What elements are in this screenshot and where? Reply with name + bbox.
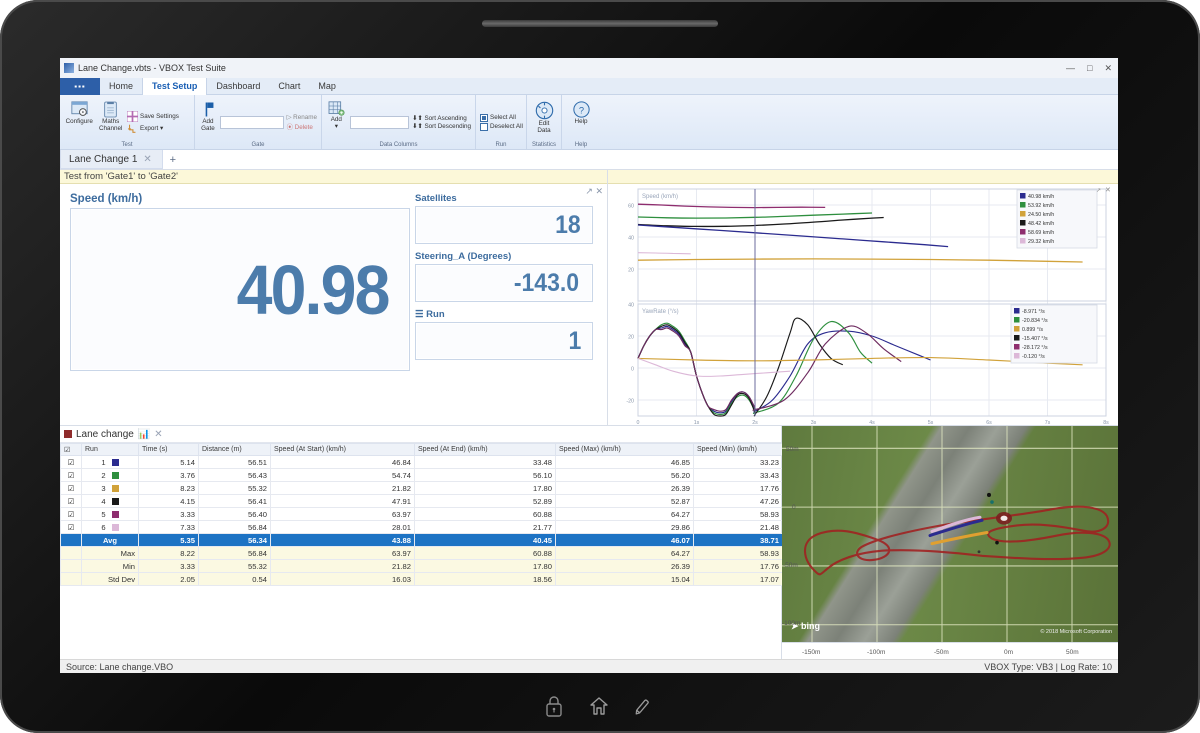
svg-text:-100m: -100m (782, 620, 800, 627)
svg-text:-50m: -50m (934, 649, 949, 656)
svg-text:20: 20 (628, 268, 634, 274)
svg-text:58.69 km/h: 58.69 km/h (1028, 230, 1054, 236)
svg-text:Speed (km/h): Speed (km/h) (642, 194, 678, 200)
svg-text:40: 40 (628, 236, 634, 242)
svg-text:0m: 0m (1004, 649, 1013, 656)
svg-text:6s: 6s (986, 420, 992, 425)
svg-text:5s: 5s (928, 420, 934, 425)
svg-text:8s: 8s (1103, 420, 1109, 425)
svg-text:-8.971 °/s: -8.971 °/s (1022, 309, 1045, 315)
svg-text:50m: 50m (1066, 649, 1079, 656)
svg-text:1s: 1s (694, 420, 700, 425)
svg-text:?: ? (578, 105, 583, 115)
svg-text:7s: 7s (1045, 420, 1051, 425)
svg-text:-20.834 °/s: -20.834 °/s (1022, 318, 1048, 324)
svg-text:-15.407 °/s: -15.407 °/s (1022, 336, 1048, 342)
svg-text:53.92 km/h: 53.92 km/h (1028, 203, 1054, 209)
svg-text:60: 60 (628, 204, 634, 210)
svg-text:4s: 4s (869, 420, 875, 425)
svg-text:24.50 km/h: 24.50 km/h (1028, 212, 1054, 218)
svg-text:-100m: -100m (867, 649, 885, 656)
svg-text:-50m: -50m (783, 562, 798, 569)
svg-text:-0.120 °/s: -0.120 °/s (1022, 354, 1045, 360)
svg-text:50m: 50m (786, 446, 799, 453)
svg-text:↗: ↗ (1096, 188, 1101, 194)
svg-text:YawRate (°/s): YawRate (°/s) (642, 309, 679, 315)
svg-text:48.42 km/h: 48.42 km/h (1028, 221, 1054, 227)
svg-text:0: 0 (637, 420, 640, 425)
svg-text:0: 0 (631, 367, 634, 373)
svg-text:3s: 3s (811, 420, 817, 425)
svg-text:© 2018 Microsoft Corporation: © 2018 Microsoft Corporation (1040, 628, 1112, 635)
svg-text:-150m: -150m (802, 649, 820, 656)
svg-text:29.32 km/h: 29.32 km/h (1028, 239, 1054, 245)
svg-text:40: 40 (628, 303, 634, 309)
svg-text:0: 0 (792, 504, 796, 511)
svg-text:✕: ✕ (1105, 187, 1111, 194)
svg-text:-20: -20 (626, 399, 634, 405)
svg-text:40.98 km/h: 40.98 km/h (1028, 194, 1054, 200)
svg-text:0.899 °/s: 0.899 °/s (1022, 327, 1043, 333)
svg-text:2s: 2s (752, 420, 758, 425)
svg-text:20: 20 (628, 335, 634, 341)
svg-text:-28.172 °/s: -28.172 °/s (1022, 345, 1048, 351)
